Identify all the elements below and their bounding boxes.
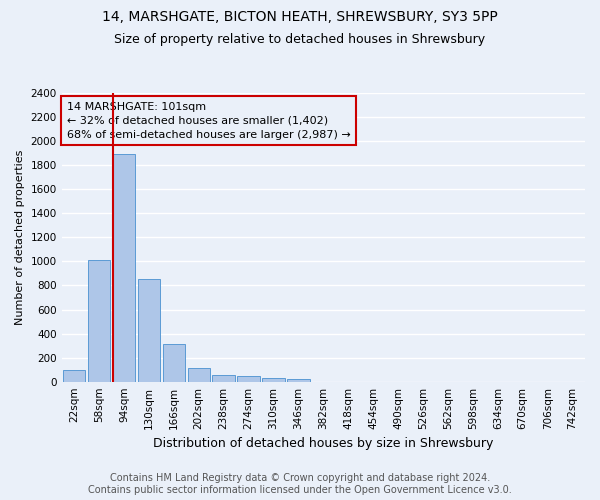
Bar [212, 374, 235, 382]
Y-axis label: Number of detached properties: Number of detached properties [15, 150, 25, 325]
Text: 14, MARSHGATE, BICTON HEATH, SHREWSBURY, SY3 5PP: 14, MARSHGATE, BICTON HEATH, SHREWSBURY,… [102, 10, 498, 24]
Bar [287, 380, 310, 382]
Bar [238, 376, 260, 382]
Text: Size of property relative to detached houses in Shrewsbury: Size of property relative to detached ho… [115, 32, 485, 46]
Text: Contains HM Land Registry data © Crown copyright and database right 2024.
Contai: Contains HM Land Registry data © Crown c… [88, 474, 512, 495]
Text: 14 MARSHGATE: 101sqm
← 32% of detached houses are smaller (1,402)
68% of semi-de: 14 MARSHGATE: 101sqm ← 32% of detached h… [67, 102, 350, 140]
Bar [113, 154, 135, 382]
X-axis label: Distribution of detached houses by size in Shrewsbury: Distribution of detached houses by size … [153, 437, 494, 450]
Bar [88, 260, 110, 382]
Bar [163, 344, 185, 382]
Bar [188, 368, 210, 382]
Bar [262, 378, 285, 382]
Bar [63, 370, 85, 382]
Bar [137, 279, 160, 382]
